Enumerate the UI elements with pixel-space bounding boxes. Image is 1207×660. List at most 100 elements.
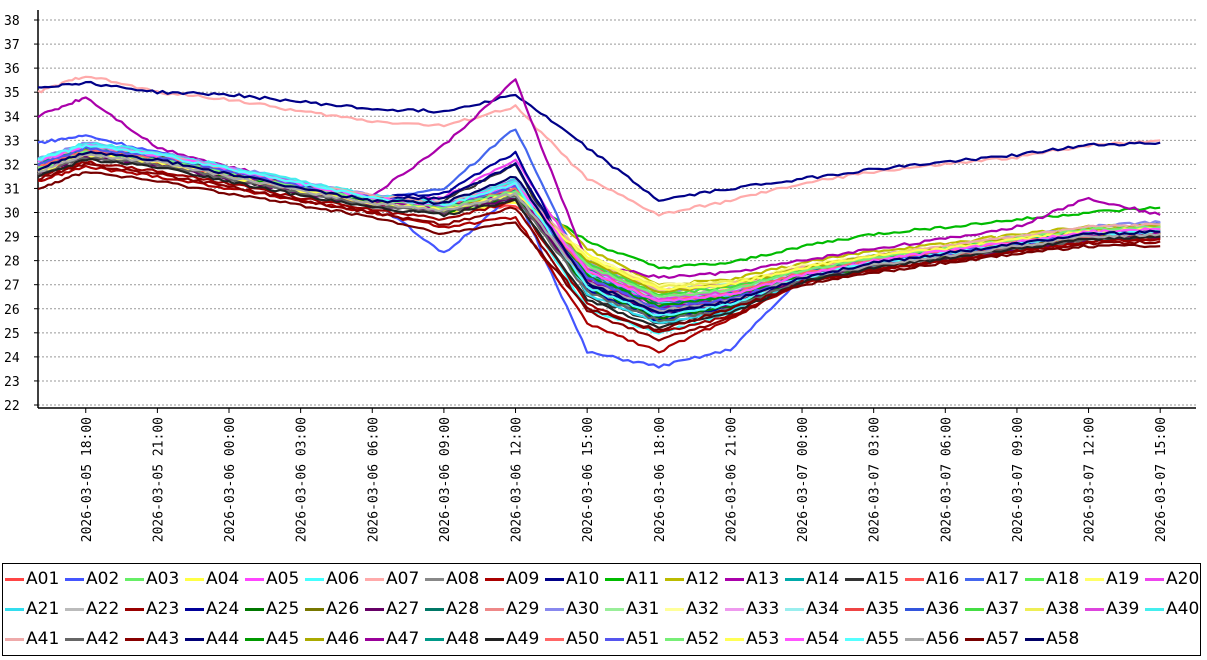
legend-item: A35 xyxy=(845,599,905,619)
legend-item: A26 xyxy=(305,599,365,619)
legend-item: A50 xyxy=(545,629,605,649)
series-line-a51 xyxy=(37,145,1161,311)
legend-item: A01 xyxy=(5,569,65,589)
legend-label: A21 xyxy=(26,599,60,619)
y-tick-label: 29 xyxy=(4,231,20,246)
legend-swatch xyxy=(725,607,744,611)
legend-item: A57 xyxy=(965,629,1025,649)
legend-item: A16 xyxy=(905,569,965,589)
legend-item: A27 xyxy=(365,599,425,619)
legend-item: A38 xyxy=(1025,599,1085,619)
legend-swatch xyxy=(305,577,324,581)
legend-label: A41 xyxy=(26,629,60,649)
legend-swatch xyxy=(845,637,864,641)
legend-label: A55 xyxy=(866,629,900,649)
legend-swatch xyxy=(905,577,924,581)
legend-swatch xyxy=(605,577,624,581)
legend-label: A25 xyxy=(266,599,300,619)
legend-item: A20 xyxy=(1145,569,1205,589)
legend-label: A12 xyxy=(686,569,720,589)
legend-label: A08 xyxy=(446,569,480,589)
y-tick-label: 25 xyxy=(4,327,20,342)
x-tick-label: 2026-03-05 21:00 xyxy=(151,417,166,542)
legend-item: A04 xyxy=(185,569,245,589)
legend-swatch xyxy=(365,577,384,581)
legend-swatch xyxy=(185,577,204,581)
legend-swatch xyxy=(725,637,744,641)
y-tick-label: 34 xyxy=(4,110,20,125)
legend-item: A24 xyxy=(185,599,245,619)
series-line-a43 xyxy=(37,162,1161,342)
legend-swatch xyxy=(65,577,84,581)
legend-swatch xyxy=(785,577,804,581)
legend-row: A01 A02 A03 A04 A05 A06 A07 A08 A09 A10 A11 A12 A13 A… xyxy=(3,564,1200,594)
legend-swatch xyxy=(425,577,444,581)
series-lines xyxy=(37,75,1161,369)
legend-label: A52 xyxy=(686,629,720,649)
legend-item: A55 xyxy=(845,629,905,649)
legend-item: A33 xyxy=(725,599,785,619)
y-tick-label: 31 xyxy=(4,182,20,197)
legend-label: A10 xyxy=(566,569,600,589)
legend-label: A16 xyxy=(926,569,960,589)
legend-item: A09 xyxy=(485,569,545,589)
legend-item: A17 xyxy=(965,569,1025,589)
legend-swatch xyxy=(5,637,24,641)
legend-label: A47 xyxy=(386,629,420,649)
x-tick-label: 2026-03-07 03:00 xyxy=(868,417,883,542)
legend-swatch xyxy=(785,637,804,641)
legend-label: A40 xyxy=(1166,599,1200,619)
y-axis: 22 23 24 25 26 27 28 29 30 31 32 33 34 35 36 37 38 xyxy=(4,10,39,414)
legend-label: A19 xyxy=(1106,569,1140,589)
legend-item: A32 xyxy=(665,599,725,619)
y-tick-label: 35 xyxy=(4,86,20,101)
legend-item: A12 xyxy=(665,569,725,589)
legend-label: A57 xyxy=(986,629,1020,649)
legend-item: A25 xyxy=(245,599,305,619)
series-line-a49 xyxy=(37,157,1161,329)
legend-label: A46 xyxy=(326,629,360,649)
legend-label: A58 xyxy=(1046,629,1080,649)
legend-item: A41 xyxy=(5,629,65,649)
legend-label: A31 xyxy=(626,599,660,619)
legend-swatch xyxy=(845,607,864,611)
legend-item: A58 xyxy=(1025,629,1085,649)
legend-label: A32 xyxy=(686,599,720,619)
legend-swatch xyxy=(425,637,444,641)
legend-item: A49 xyxy=(485,629,545,649)
y-tick-label: 37 xyxy=(4,38,20,53)
legend-swatch xyxy=(665,577,684,581)
legend-label: A30 xyxy=(566,599,600,619)
legend-swatch xyxy=(605,637,624,641)
legend-item: A54 xyxy=(785,629,845,649)
legend-item: A46 xyxy=(305,629,365,649)
y-tick-label: 28 xyxy=(4,255,20,270)
legend-swatch xyxy=(365,637,384,641)
series-line-a07 xyxy=(37,75,1161,217)
legend-swatch xyxy=(605,607,624,611)
series-line-a57 xyxy=(37,171,1161,331)
legend-swatch xyxy=(65,637,84,641)
legend-label: A27 xyxy=(386,599,420,619)
legend-label: A28 xyxy=(446,599,480,619)
legend-item: A07 xyxy=(365,569,425,589)
legend-label: A02 xyxy=(86,569,120,589)
legend-label: A03 xyxy=(146,569,180,589)
legend-item: A06 xyxy=(305,569,365,589)
legend-label: A23 xyxy=(146,599,180,619)
legend-swatch xyxy=(1085,577,1104,581)
y-tick-label: 27 xyxy=(4,279,20,294)
x-axis: 2026-03-05 18:00 2026-03-05 21:00 2026-03-… xyxy=(38,407,1196,542)
legend-swatch xyxy=(5,607,24,611)
x-tick-label: 2026-03-06 09:00 xyxy=(438,417,453,542)
legend-item: A02 xyxy=(65,569,125,589)
x-tick-label: 2026-03-07 12:00 xyxy=(1083,417,1098,542)
y-tick-label: 24 xyxy=(4,351,20,366)
legend-label: A34 xyxy=(806,599,840,619)
legend-label: A26 xyxy=(326,599,360,619)
y-tick-label: 38 xyxy=(4,14,20,29)
legend-swatch xyxy=(185,607,204,611)
legend-label: A44 xyxy=(206,629,240,649)
legend-item: A48 xyxy=(425,629,485,649)
x-tick-label: 2026-03-06 21:00 xyxy=(724,417,739,542)
